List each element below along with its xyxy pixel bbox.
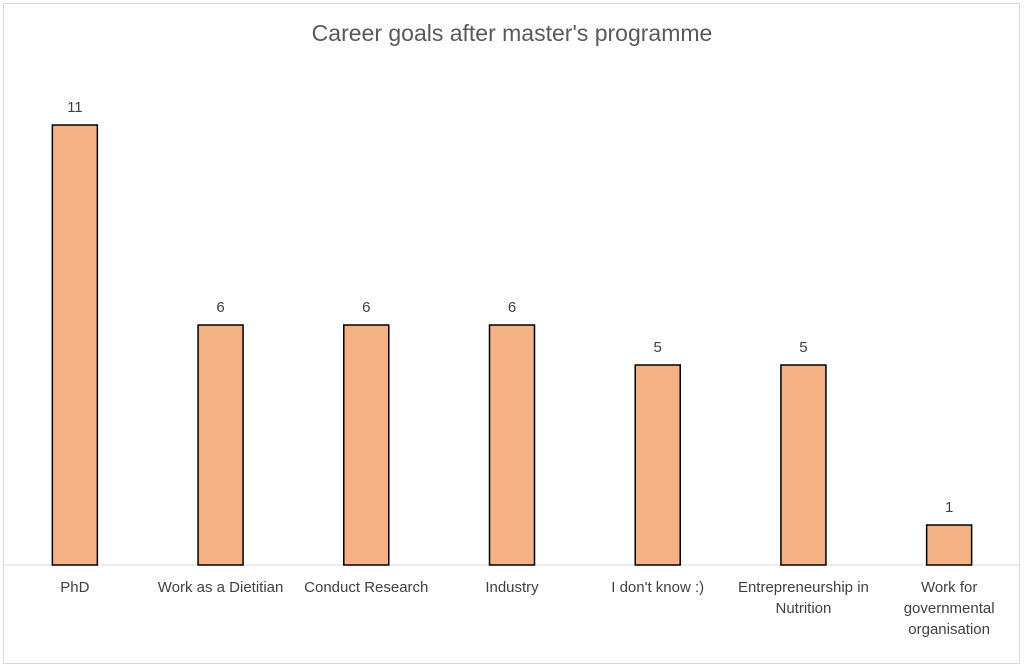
bar (488, 324, 536, 566)
x-tick-label: Industry (485, 579, 539, 596)
bar (634, 364, 681, 566)
value-label: 5 (799, 339, 807, 356)
label-line: organisation (908, 621, 990, 638)
label-line: PhD (60, 579, 89, 596)
label-line: Work for (921, 579, 977, 596)
value-label: 6 (508, 299, 516, 316)
x-tick-label: Entrepreneurship in Nutrition (738, 579, 869, 617)
bar (925, 524, 973, 566)
value-label: 6 (362, 299, 370, 316)
label-line: Industry (485, 579, 539, 596)
value-label: 11 (67, 99, 83, 116)
x-tick-label: I don't know :) (611, 579, 704, 596)
label-line: Entrepreneurship in (738, 579, 869, 596)
value-label: 6 (216, 299, 224, 316)
chart-title: Career goals after master's programme (312, 20, 713, 46)
label-line: Work as a Dietitian (158, 579, 284, 596)
label-line: governmental (904, 600, 995, 617)
x-tick-label: Work as a Dietitian (158, 579, 284, 596)
x-tick-label: PhD (60, 579, 89, 596)
bar (51, 124, 99, 566)
value-label: 5 (654, 339, 662, 356)
label-line: Conduct Research (304, 579, 428, 596)
x-tick-label: Conduct Research (304, 579, 428, 596)
label-line: I don't know :) (611, 579, 704, 596)
value-label: 1 (945, 499, 953, 516)
x-tick-label: Work for governmental organisation (904, 579, 995, 638)
bar (197, 324, 244, 566)
bar (343, 324, 390, 566)
label-line: Nutrition (775, 600, 831, 617)
bar (780, 364, 827, 566)
